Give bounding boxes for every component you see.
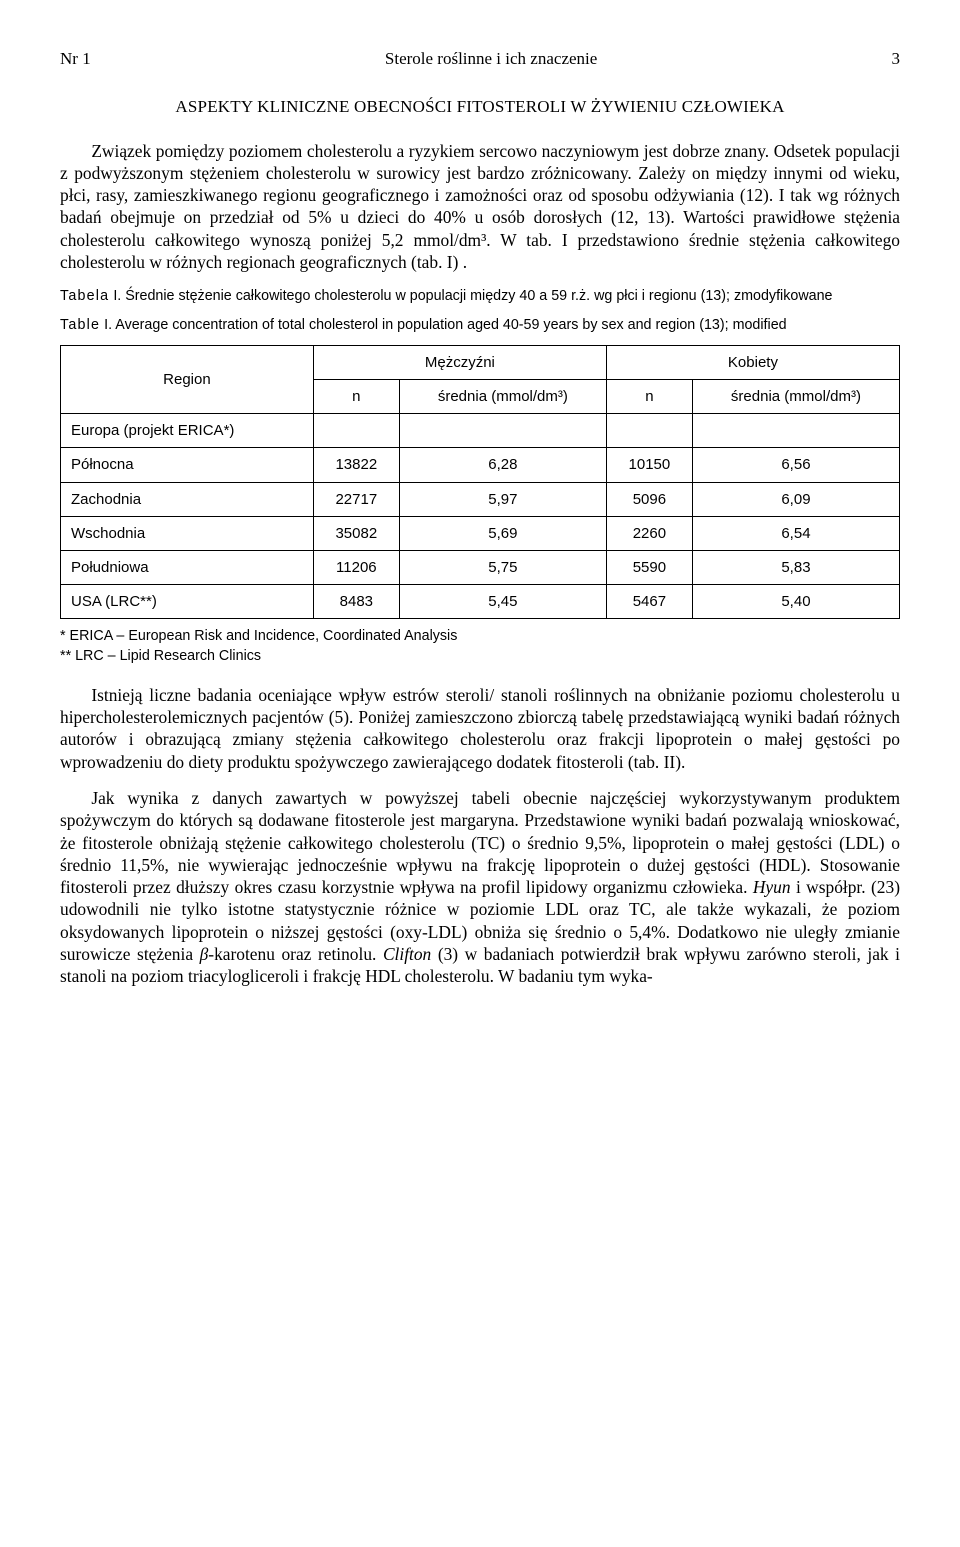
caption-text-pl: I. Średnie stężenie całkowitego choleste… [109,288,832,304]
cell-value: 5,97 [399,482,606,516]
cell-region: Zachodnia [61,482,314,516]
cell-value: 5590 [606,550,692,584]
cholesterol-table: Region Mężczyźni Kobiety n średnia (mmol… [60,345,900,620]
caption-text-en: I. Average concentration of total choles… [100,317,786,333]
table-row: Europa (projekt ERICA*) [61,414,900,448]
caption-prefix-pl: Tabela [60,288,109,304]
cell-value: 13822 [313,448,399,482]
header-left: Nr 1 [60,48,91,70]
cell-value: 5,40 [692,585,899,619]
cell-value: 2260 [606,516,692,550]
cell-value [692,414,899,448]
cell-value: 6,56 [692,448,899,482]
cell-region: Europa (projekt ERICA*) [61,414,314,448]
col-men-mean: średnia (mmol/dm³) [399,380,606,414]
table-row: USA (LRC**)84835,4554675,40 [61,585,900,619]
p2b-beta: β [200,944,209,964]
cell-value: 8483 [313,585,399,619]
cell-value: 5,45 [399,585,606,619]
cell-region: Południowa [61,550,314,584]
cell-value: 6,54 [692,516,899,550]
table-caption-en: Table I. Average concentration of total … [60,316,900,335]
col-women-mean: średnia (mmol/dm³) [692,380,899,414]
cell-region: Wschodnia [61,516,314,550]
paragraph-1: Związek pomiędzy poziomem cholesterolu a… [60,140,900,274]
col-men-n: n [313,380,399,414]
cell-value: 10150 [606,448,692,482]
table-caption-pl: Tabela I. Średnie stężenie całkowitego c… [60,287,900,306]
col-region: Region [61,345,314,413]
col-women-n: n [606,380,692,414]
cell-region: Północna [61,448,314,482]
caption-prefix-en: Table [60,317,100,333]
cell-value: 5,83 [692,550,899,584]
cell-value [606,414,692,448]
table-row: Zachodnia227175,9750966,09 [61,482,900,516]
cell-value [313,414,399,448]
cell-region: USA (LRC**) [61,585,314,619]
table-row: Południowa112065,7555905,83 [61,550,900,584]
cell-value: 22717 [313,482,399,516]
table-footnotes: * ERICA – European Risk and Incidence, C… [60,627,900,666]
p2b-mid2: -karotenu oraz retinolu. [208,944,383,964]
cell-value [399,414,606,448]
p2b-clifton: Clifton [383,944,431,964]
cell-value: 5467 [606,585,692,619]
table-row: Północna138226,28101506,56 [61,448,900,482]
paragraph-2b: Jak wynika z danych zawartych w powyższe… [60,787,900,987]
cell-value: 5,69 [399,516,606,550]
cell-value: 6,28 [399,448,606,482]
section-title: ASPEKTY KLINICZNE OBECNOŚCI FITOSTEROLI … [60,96,900,118]
footnote-2: ** LRC – Lipid Research Clinics [60,647,900,666]
cell-value: 35082 [313,516,399,550]
cell-value: 11206 [313,550,399,584]
col-men: Mężczyźni [313,345,606,379]
cell-value: 6,09 [692,482,899,516]
table-row: Wschodnia350825,6922606,54 [61,516,900,550]
cell-value: 5,75 [399,550,606,584]
paragraph-2a: Istnieją liczne badania oceniające wpływ… [60,684,900,773]
footnote-1: * ERICA – European Risk and Incidence, C… [60,627,900,646]
page-header: Nr 1 Sterole roślinne i ich znaczenie 3 [60,48,900,70]
p2b-hyun: Hyun [753,877,791,897]
col-women: Kobiety [606,345,899,379]
cell-value: 5096 [606,482,692,516]
table-header-row-1: Region Mężczyźni Kobiety [61,345,900,379]
header-center: Sterole roślinne i ich znaczenie [91,48,892,70]
header-right: 3 [892,48,901,70]
